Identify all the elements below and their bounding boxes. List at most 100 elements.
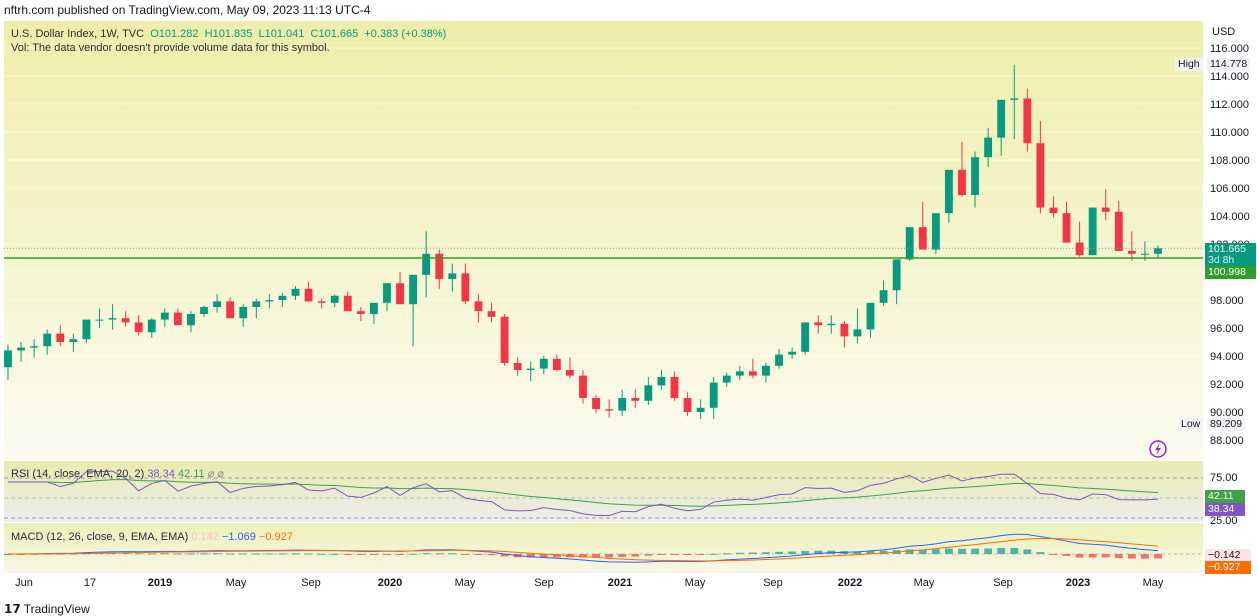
symbol-title[interactable]: U.S. Dollar Index, 1W, TVC xyxy=(11,28,145,40)
price-tick-label: 96.000 xyxy=(1210,323,1244,335)
macd-legend-prefix[interactable]: MACD (12, 26, close, 9, EMA, EMA) xyxy=(11,531,189,543)
footer-brand[interactable]: 𝟭𝟳 TradingView xyxy=(4,602,90,616)
rsi-tick-label: 25.00 xyxy=(1210,515,1238,527)
candle xyxy=(696,399,705,419)
time-axis-label: 2021 xyxy=(608,577,632,589)
rsi-tick-label: 75.00 xyxy=(1210,472,1238,484)
candle xyxy=(592,395,600,414)
macd-hist-bar xyxy=(552,554,561,558)
lightning-icon[interactable] xyxy=(1149,440,1167,458)
macd-hist-bar xyxy=(304,553,313,555)
candle xyxy=(4,344,12,380)
candle xyxy=(1101,189,1110,221)
candle xyxy=(265,294,274,309)
candle xyxy=(526,361,535,382)
macd-hist-bar xyxy=(775,551,783,554)
candle xyxy=(213,294,222,313)
ohlc-close: C101.665 xyxy=(310,28,359,40)
candle xyxy=(971,151,979,208)
candle xyxy=(801,322,810,355)
macd-hist-bar xyxy=(905,549,914,554)
candle xyxy=(1010,64,1019,139)
macd-hist-bar xyxy=(762,552,770,554)
time-axis-label: Sep xyxy=(763,577,783,589)
macd-hist-bar xyxy=(644,554,653,556)
macd-hist-bar xyxy=(944,548,953,554)
macd-hist-bar xyxy=(1036,552,1045,554)
time-axis-label: Sep xyxy=(301,577,321,589)
macd-hist-bar xyxy=(239,553,248,555)
candle xyxy=(1049,196,1058,218)
ohlc-change: +0.383 (+0.38%) xyxy=(364,28,447,40)
candle xyxy=(866,302,875,338)
countdown-badge: 3d 8h xyxy=(1205,254,1256,267)
currency-label: USD xyxy=(1212,26,1236,38)
macd-hist-bar xyxy=(683,554,692,555)
price-tick-label: 110.000 xyxy=(1210,127,1249,139)
macd-hist-bar xyxy=(735,552,744,554)
macd-hist-bar xyxy=(853,551,862,554)
price-tick-label: 112.000 xyxy=(1210,99,1249,111)
candle xyxy=(317,298,326,309)
rsi-line xyxy=(8,470,1159,517)
macd-hist-bar xyxy=(592,554,600,558)
candle xyxy=(487,302,496,323)
candle xyxy=(631,389,640,408)
price-tick-label: 104.000 xyxy=(1210,211,1250,223)
macd-legend-hist: 0.142 xyxy=(191,531,219,543)
macd-hist-bar xyxy=(1075,554,1084,558)
price-tick-label: 98.000 xyxy=(1210,295,1244,307)
candle xyxy=(330,294,339,307)
macd-legend-signal: −0.927 xyxy=(258,531,293,543)
candle xyxy=(1114,200,1123,251)
macd-hist-bar xyxy=(356,554,365,555)
macd-hist-bar xyxy=(1023,549,1032,554)
candle xyxy=(722,372,731,387)
price-tick-label: 108.000 xyxy=(1210,155,1250,167)
macd-legend-macd: −1.069 xyxy=(221,531,256,543)
candle xyxy=(200,305,208,317)
candle xyxy=(748,358,757,379)
time-axis-label: Jun xyxy=(15,577,33,589)
macd-hist-bar xyxy=(383,554,391,555)
candle xyxy=(944,169,953,223)
candle xyxy=(683,392,692,417)
macd-hist-bar xyxy=(1127,554,1136,559)
macd-hist-bar xyxy=(1088,554,1097,558)
price-axis-bg xyxy=(1203,21,1257,573)
macd-hist-bar xyxy=(670,554,679,555)
candle xyxy=(513,357,522,376)
candle xyxy=(56,325,65,347)
candle xyxy=(422,231,431,298)
candle xyxy=(95,308,104,328)
macd-hist-bar xyxy=(369,554,378,555)
candles xyxy=(4,64,1162,419)
candle xyxy=(134,315,143,335)
price-tick-label: 106.000 xyxy=(1210,183,1250,195)
candle xyxy=(474,294,483,323)
macd-hist-bar xyxy=(487,554,496,556)
time-axis-label: May xyxy=(226,577,247,589)
macd-legend: MACD (12, 26, close, 9, EMA, EMA) 0.142 … xyxy=(11,531,293,543)
rsi-legend-value: 38.34 xyxy=(147,468,175,480)
candle xyxy=(278,293,287,307)
macd-hist-bar xyxy=(461,554,470,555)
candle xyxy=(644,377,653,405)
candle xyxy=(918,202,927,250)
candle xyxy=(304,281,313,302)
macd-hist-bar xyxy=(866,551,875,554)
candle xyxy=(17,342,25,362)
macd-hist-bar xyxy=(121,552,130,554)
main-legend: U.S. Dollar Index, 1W, TVC O101.282 H101… xyxy=(11,28,446,40)
candle xyxy=(147,318,156,338)
rsi-legend-prefix[interactable]: RSI (14, close, EMA, 20, 2) xyxy=(11,468,145,480)
macd-hist-bar xyxy=(252,553,261,555)
rsi-legend-ema: 42.11 xyxy=(177,468,205,480)
candle xyxy=(1154,245,1162,258)
candle xyxy=(579,370,587,404)
ohlc-open: O101.282 xyxy=(150,28,199,40)
macd-hist-bar xyxy=(526,554,535,558)
macd-hist-bar xyxy=(317,553,326,555)
candle xyxy=(1023,88,1032,152)
